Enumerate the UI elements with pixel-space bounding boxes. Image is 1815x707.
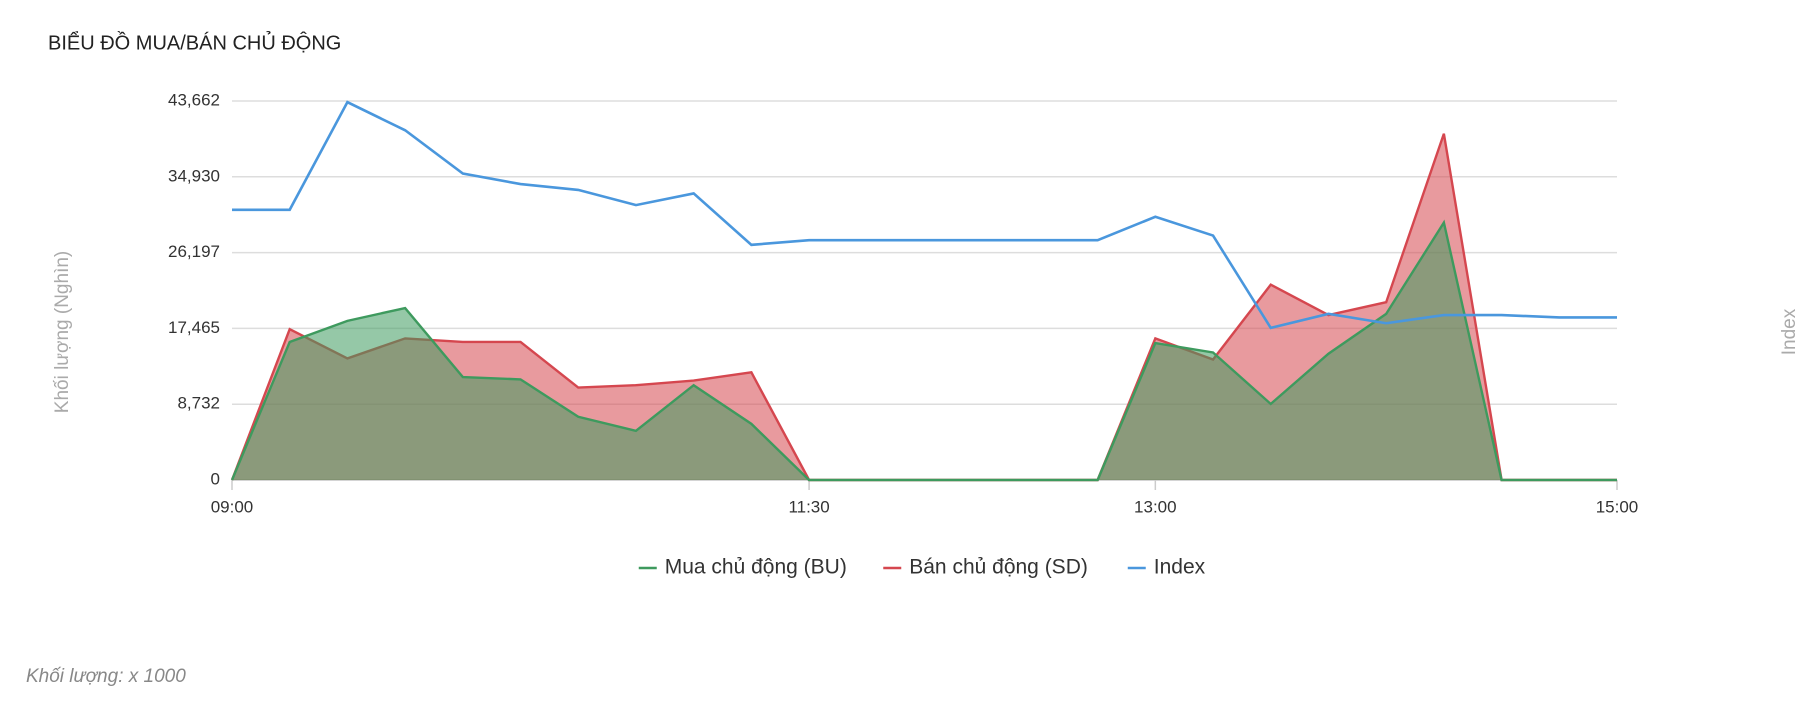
y-tick-label: 43,662 bbox=[168, 90, 220, 109]
x-tick-label: 13:00 bbox=[1134, 497, 1177, 516]
area-line bbox=[230, 219, 1617, 482]
area-fill bbox=[232, 222, 1617, 480]
index-line bbox=[232, 100, 1617, 330]
y-axis-title: Khối lượng (Nghìn) bbox=[52, 251, 73, 413]
y2-axis-title: Index bbox=[1779, 308, 1800, 355]
y-tick-label: 0 bbox=[211, 469, 220, 488]
y-tick-label: 26,197 bbox=[168, 242, 220, 261]
y-tick-label: 17,465 bbox=[168, 318, 220, 337]
note: Khối lượng: x 1000 bbox=[26, 666, 186, 687]
x-tick-label: 11:30 bbox=[788, 497, 829, 516]
legend-label: Index bbox=[1154, 556, 1206, 579]
y-tick-label: 34,930 bbox=[168, 166, 220, 185]
chart-title: BIỂU ĐỒ MUA/BÁN CHỦ ĐỘNG bbox=[48, 30, 341, 54]
x-tick-label: 15:00 bbox=[1596, 497, 1639, 516]
x-tick-label: 09:00 bbox=[211, 497, 254, 516]
legend-label: Bán chủ động (SD) bbox=[909, 556, 1088, 579]
y-tick-label: 8,732 bbox=[177, 394, 220, 413]
area-fill bbox=[232, 133, 1617, 480]
legend-label: Mua chủ động (BU) bbox=[665, 556, 847, 579]
